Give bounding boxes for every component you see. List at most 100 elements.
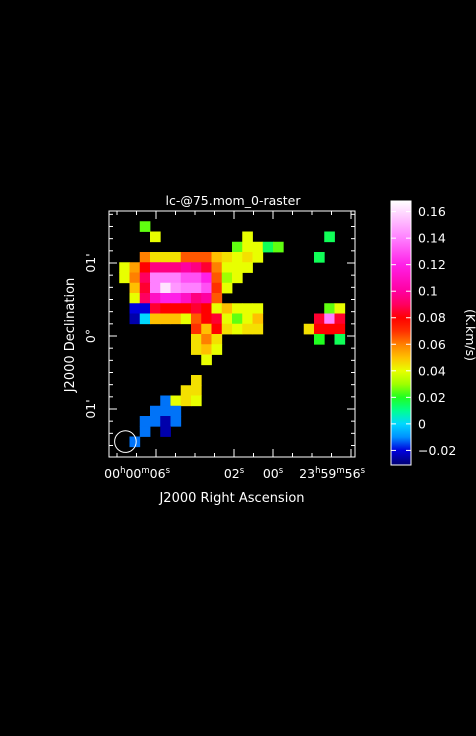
heatmap-cell xyxy=(170,416,182,427)
chart-title: lc-@75.mom_0-raster xyxy=(166,193,302,208)
heatmap-cell xyxy=(242,252,253,263)
heatmap-cell xyxy=(201,272,212,284)
heatmap-cell xyxy=(273,241,284,253)
heatmap-cell xyxy=(314,313,325,325)
colorbar-tick-label: 0.04 xyxy=(418,363,446,378)
heatmap-cell xyxy=(170,272,182,284)
heatmap-cell xyxy=(221,303,233,314)
heatmap-cell xyxy=(170,313,182,325)
x-tick-label-unit: s xyxy=(166,466,171,476)
heatmap-cell xyxy=(324,313,335,325)
heatmap-cell xyxy=(252,241,264,253)
heatmap-cell xyxy=(170,282,182,294)
heatmap-cell xyxy=(150,272,161,284)
heatmap-cell xyxy=(191,262,202,273)
heatmap-cell xyxy=(252,323,264,335)
heatmap-cell xyxy=(334,323,346,335)
heatmap-cell xyxy=(170,405,182,417)
y-tick-label: 01' xyxy=(83,253,98,272)
x-tick-label: 02s​ xyxy=(224,466,245,481)
heatmap-cell xyxy=(139,272,151,284)
colorbar-tick-label: 0.12 xyxy=(418,257,446,272)
heatmap-cell xyxy=(150,252,161,263)
heatmap-cell xyxy=(221,282,233,294)
heatmap-cell xyxy=(252,303,264,314)
heatmap-cell xyxy=(150,262,161,273)
heatmap-cell xyxy=(129,262,141,273)
heatmap-cell xyxy=(150,405,161,417)
heatmap-cell xyxy=(139,282,151,294)
heatmap-cell xyxy=(191,344,202,355)
x-tick-label-number: 59 xyxy=(320,466,336,481)
heatmap-cell xyxy=(191,272,202,284)
heatmap-cell xyxy=(150,282,161,294)
heatmap-cell xyxy=(334,303,346,314)
heatmap-cell xyxy=(201,334,212,345)
heatmap-cell xyxy=(150,231,161,243)
heatmap-cell xyxy=(170,293,182,304)
heatmap-cell xyxy=(211,344,223,355)
heatmap-cell xyxy=(139,313,151,325)
y-axis-ticks: 01' 0° 01' xyxy=(83,213,355,446)
heatmap-cell xyxy=(201,323,212,335)
heatmap-cell xyxy=(242,303,253,314)
heatmap-cell xyxy=(232,252,243,263)
heatmap-cell xyxy=(242,313,253,325)
heatmap-cell xyxy=(180,252,192,263)
heatmap-cell xyxy=(180,385,192,396)
colorbar-tick-label: 0.08 xyxy=(418,310,446,325)
x-tick-label-number: 02 xyxy=(224,466,240,481)
heatmap-cell xyxy=(160,272,171,284)
heatmap-cell xyxy=(170,395,182,407)
heatmap-cell xyxy=(160,252,171,263)
heatmap-cell xyxy=(139,221,151,232)
x-tick-label-unit: m xyxy=(336,466,344,476)
heatmap-cell xyxy=(324,231,335,243)
heatmap-cell xyxy=(180,282,192,294)
heatmap-cell xyxy=(201,252,212,263)
heatmap-cell xyxy=(191,303,202,314)
heatmap-cell xyxy=(201,344,212,355)
heatmap-cell xyxy=(180,272,192,284)
heatmap-cell xyxy=(201,313,212,325)
heatmap-cell xyxy=(211,334,223,345)
heatmap-cell xyxy=(170,262,182,273)
heatmap-cell xyxy=(160,426,171,437)
heatmap-cell xyxy=(139,303,151,314)
colorbar-tick-label: 0 xyxy=(418,416,426,431)
heatmap-cell xyxy=(232,313,243,325)
heatmap-cell xyxy=(160,416,171,427)
colorbar-tick-label: 0.06 xyxy=(418,337,446,352)
heatmap-cells xyxy=(119,221,346,448)
heatmap-cell xyxy=(221,252,233,263)
heatmap-cell xyxy=(139,262,151,273)
heatmap-cell xyxy=(314,334,325,345)
colorbar-ticks: 0.16 0.14 0.12 0.1 0.08 0.06 0.04 0.02 0 −0.02 xyxy=(391,204,456,458)
heatmap-cell xyxy=(139,416,151,427)
heatmap-cell xyxy=(180,262,192,273)
x-tick-label-unit: s xyxy=(361,466,366,476)
heatmap-cell xyxy=(211,313,223,325)
heatmap-cell xyxy=(252,313,264,325)
heatmap-cell xyxy=(324,323,335,335)
x-tick-label: 00h​00m​06s​ xyxy=(104,466,170,481)
heatmap-cell xyxy=(129,272,141,284)
beam-ellipse xyxy=(114,430,137,453)
heatmap-cell xyxy=(211,303,223,314)
heatmap-cell xyxy=(201,293,212,304)
heatmap-cell xyxy=(232,272,243,284)
x-tick-label-number: 00 xyxy=(104,466,120,481)
heatmap-cell xyxy=(160,405,171,417)
heatmap-cell xyxy=(150,293,161,304)
heatmap-cell xyxy=(221,272,233,284)
colorbar-tick-label: −0.02 xyxy=(418,443,456,458)
heatmap-cell xyxy=(160,313,171,325)
heatmap-cell xyxy=(139,293,151,304)
heatmap-cell xyxy=(180,303,192,314)
x-tick-label-unit: m xyxy=(141,466,149,476)
heatmap-cell xyxy=(160,395,171,407)
x-tick-label-number: 23 xyxy=(299,466,315,481)
heatmap-cell xyxy=(150,313,161,325)
heatmap-cell xyxy=(160,303,171,314)
